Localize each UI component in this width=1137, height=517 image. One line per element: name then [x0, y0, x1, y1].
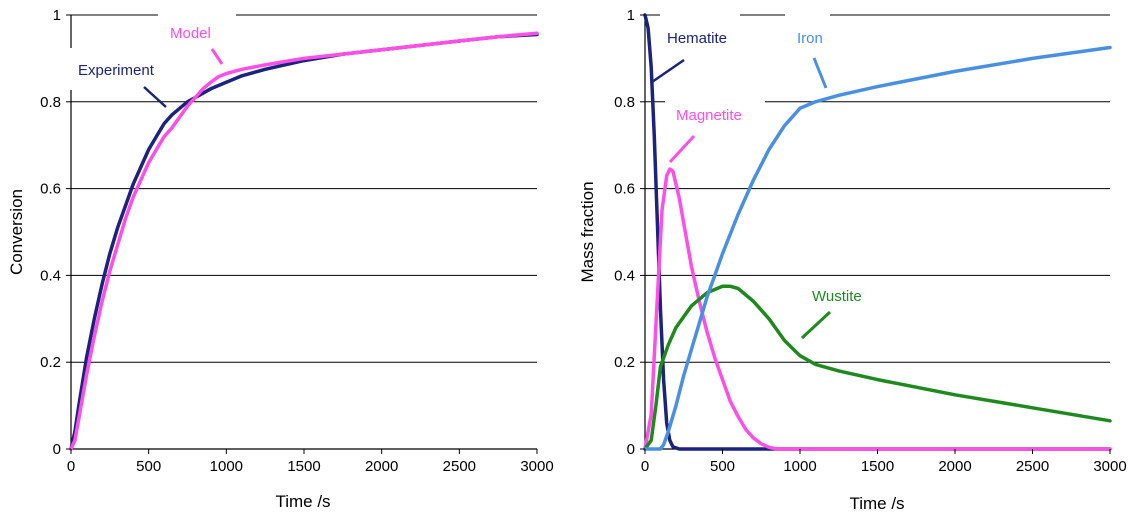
magnetite-label: Magnetite: [676, 107, 742, 124]
chart-mass-fraction: 0 0.2 0.4 0.6 0.8 1 0 500 1000 1500 2000 2500 3000 T…: [578, 7, 1127, 513]
y-axis-title: Mass fraction: [578, 181, 597, 282]
model-leader-line: [210, 48, 224, 65]
chart-conversion: 0 0.2 0.4 0.6 0.8 1 0 500 1000 1500 2000 2500 3000 T…: [7, 7, 554, 511]
magnetite-leader-line: [668, 134, 696, 164]
series-line-wustite: [643, 284, 1112, 451]
x-tick-label: 2500: [1016, 458, 1049, 475]
magnetite-label-mask: [665, 95, 765, 129]
y-tick-label: 1: [53, 7, 61, 24]
y-tick-label: 0.4: [614, 267, 635, 284]
chart-conversion-ticks: 0 0.2 0.4 0.6 0.8 1 0 500 1000 1500 2000 2500 3000: [40, 7, 554, 475]
hematite-label: Hematite: [667, 30, 727, 47]
x-tick-label: 2500: [443, 458, 476, 475]
x-tick-label: 3000: [1093, 458, 1126, 475]
y-tick-label: 0.4: [40, 267, 61, 284]
y-tick-label: 0.8: [40, 94, 61, 111]
chart-mass-fraction-ticks: 0 0.2 0.4 0.6 0.8 1 0 500 1000 1500 2000 2500 3000: [614, 7, 1127, 475]
x-tick-label: 500: [710, 458, 735, 475]
x-tick-label: 1000: [210, 458, 243, 475]
x-tick-label: 0: [641, 458, 649, 475]
series-line-model: [69, 31, 539, 451]
x-tick-label: 3000: [520, 458, 553, 475]
chart-mass-fraction-annotations: Hematite Iron Magnetite Wustite: [651, 10, 877, 340]
x-tick-label: 1500: [287, 458, 320, 475]
y-axis-title: Conversion: [7, 189, 26, 275]
y-tick-label: 0.6: [614, 181, 635, 198]
y-tick-label: 0: [627, 441, 635, 458]
series-line-iron: [643, 45, 1112, 451]
y-tick-label: 0.6: [40, 181, 61, 198]
x-tick-label: 500: [136, 458, 161, 475]
x-tick-label: 1500: [861, 458, 894, 475]
wustite-leader-line: [800, 310, 832, 340]
chart-mass-fraction-plot-area: [643, 13, 1112, 451]
x-tick-label: 2000: [938, 458, 971, 475]
y-tick-label: 0.2: [40, 354, 61, 371]
model-label-mask: [158, 10, 236, 50]
y-tick-label: 0: [53, 441, 61, 458]
series-line-hematite: [643, 13, 1112, 451]
x-tick-label: 0: [67, 458, 75, 475]
series-line-experiment: [69, 32, 539, 451]
chart-mass-fraction-grid: [644, 14, 1110, 450]
y-tick-label: 0.8: [614, 94, 635, 111]
x-axis-title: Time /s: [275, 492, 330, 511]
chart-conversion-annotations: Model Experiment: [70, 10, 236, 108]
series-line-magnetite: [643, 167, 1112, 451]
x-axis-title: Time /s: [849, 494, 904, 513]
hematite-leader-line: [651, 58, 685, 84]
chart-conversion-plot-area: [69, 31, 539, 451]
experiment-leader-line: [143, 86, 167, 108]
y-tick-label: 1: [627, 7, 635, 24]
iron-leader-line: [812, 57, 828, 89]
iron-label-mask: [785, 10, 830, 42]
experiment-label: Experiment: [78, 62, 155, 79]
x-tick-label: 1000: [783, 458, 816, 475]
y-tick-label: 0.2: [614, 354, 635, 371]
x-tick-label: 2000: [365, 458, 398, 475]
iron-label: Iron: [797, 30, 823, 47]
wustite-label: Wustite: [812, 288, 862, 305]
model-label: Model: [170, 25, 211, 42]
wustite-label-mask: [805, 282, 877, 310]
experiment-label-mask: [70, 48, 188, 90]
hematite-label-mask: [660, 10, 740, 42]
